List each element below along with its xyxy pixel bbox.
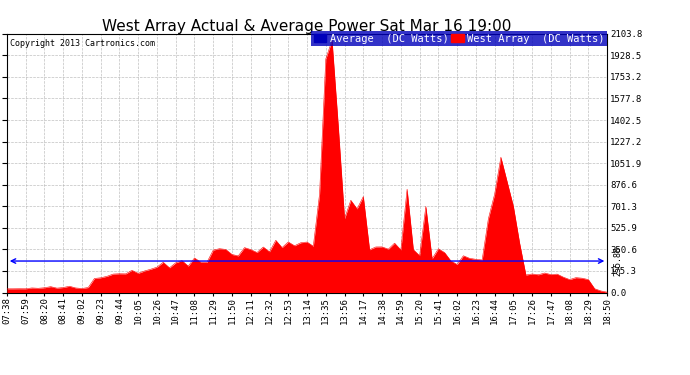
Title: West Array Actual & Average Power Sat Mar 16 19:00: West Array Actual & Average Power Sat Ma… bbox=[102, 19, 512, 34]
Text: 255.88: 255.88 bbox=[0, 246, 1, 276]
Text: 255.88: 255.88 bbox=[613, 246, 622, 276]
Text: Copyright 2013 Cartronics.com: Copyright 2013 Cartronics.com bbox=[10, 39, 155, 48]
Legend: Average  (DC Watts), West Array  (DC Watts): Average (DC Watts), West Array (DC Watts… bbox=[311, 31, 607, 46]
